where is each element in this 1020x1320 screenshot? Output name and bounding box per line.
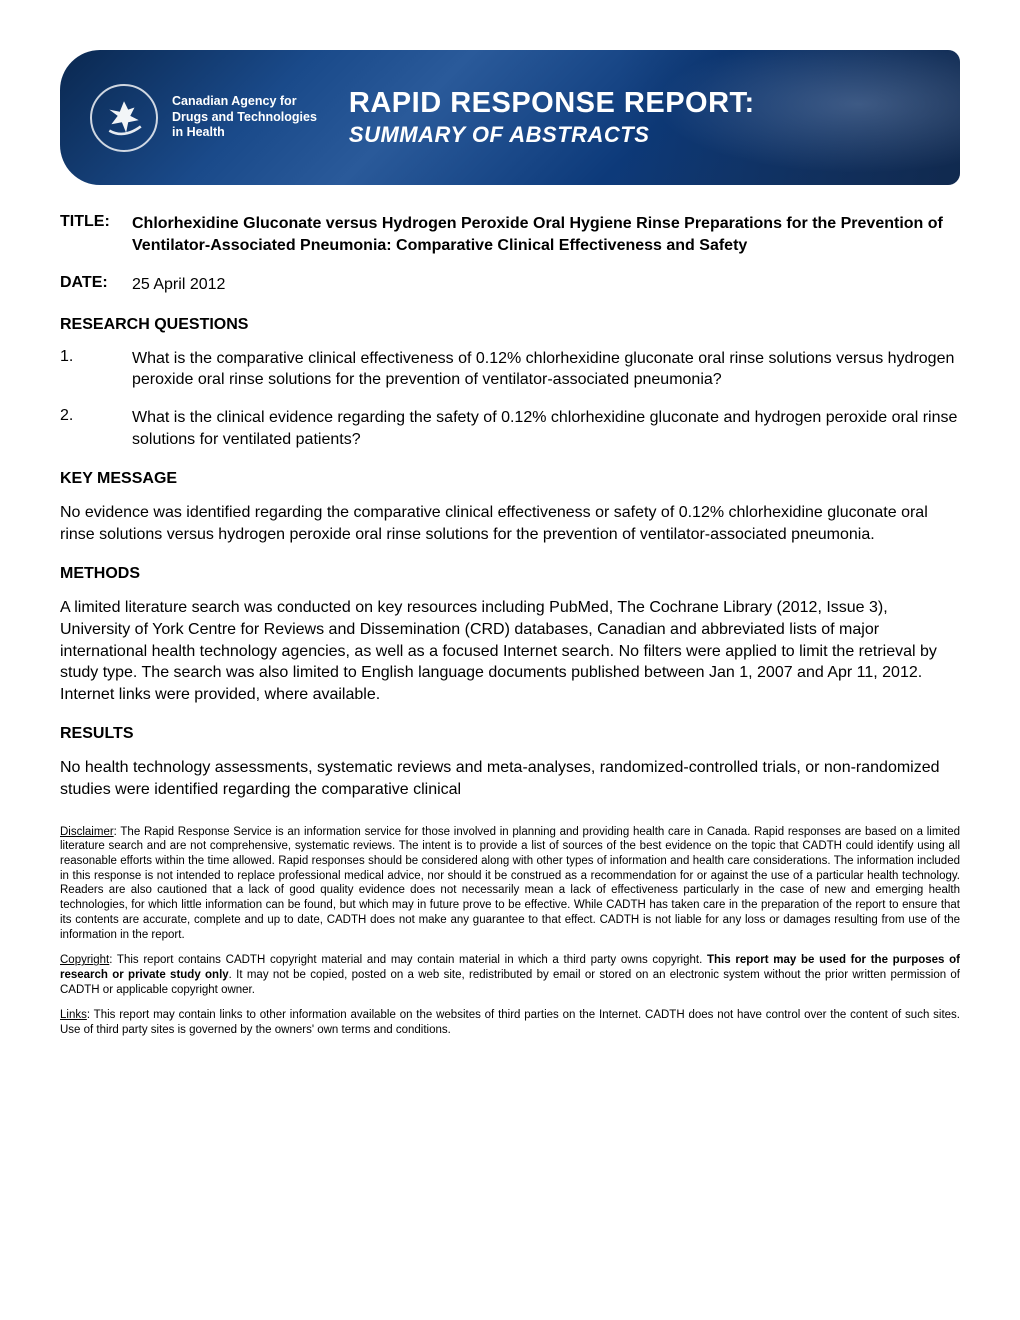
agency-name: Canadian Agency for Drugs and Technologi… xyxy=(172,94,317,141)
links-label: Links xyxy=(60,1009,87,1021)
methods-text: A limited literature search was conducte… xyxy=(60,597,960,705)
question-number: 1. xyxy=(60,348,132,391)
footer-block: Disclaimer: The Rapid Response Service i… xyxy=(60,825,960,1038)
disclaimer-label: Disclaimer xyxy=(60,826,114,838)
results-text: No health technology assessments, system… xyxy=(60,757,960,800)
agency-logo-block: Canadian Agency for Drugs and Technologi… xyxy=(90,84,317,152)
date-label: DATE: xyxy=(60,274,132,296)
research-question-2: 2. What is the clinical evidence regardi… xyxy=(60,407,960,450)
question-number: 2. xyxy=(60,407,132,450)
disclaimer-text: : The Rapid Response Service is an infor… xyxy=(60,826,960,941)
key-message-text: No evidence was identified regarding the… xyxy=(60,502,960,545)
title-label: TITLE: xyxy=(60,213,132,256)
research-question-1: 1. What is the comparative clinical effe… xyxy=(60,348,960,391)
agency-line-3: in Health xyxy=(172,125,317,141)
title-text: Chlorhexidine Gluconate versus Hydrogen … xyxy=(132,213,960,256)
research-questions-heading: RESEARCH QUESTIONS xyxy=(60,316,960,334)
disclaimer-paragraph: Disclaimer: The Rapid Response Service i… xyxy=(60,825,960,943)
agency-line-2: Drugs and Technologies xyxy=(172,110,317,126)
copyright-paragraph: Copyright: This report contains CADTH co… xyxy=(60,953,960,997)
links-text: : This report may contain links to other… xyxy=(60,1009,960,1036)
copyright-text-1: : This report contains CADTH copyright m… xyxy=(109,954,707,966)
report-type-line-2: SUMMARY OF ABSTRACTS xyxy=(349,122,755,148)
key-message-heading: KEY MESSAGE xyxy=(60,470,960,488)
banner-title: RAPID RESPONSE REPORT: SUMMARY OF ABSTRA… xyxy=(349,87,755,148)
question-text: What is the clinical evidence regarding … xyxy=(132,407,960,450)
leaf-swoosh-icon xyxy=(103,97,145,139)
report-banner: Canadian Agency for Drugs and Technologi… xyxy=(60,50,960,185)
question-text: What is the comparative clinical effecti… xyxy=(132,348,960,391)
copyright-label: Copyright xyxy=(60,954,109,966)
date-section: DATE: 25 April 2012 xyxy=(60,274,960,296)
agency-line-1: Canadian Agency for xyxy=(172,94,317,110)
title-section: TITLE: Chlorhexidine Gluconate versus Hy… xyxy=(60,213,960,256)
report-type-line-1: RAPID RESPONSE REPORT: xyxy=(349,87,755,120)
date-text: 25 April 2012 xyxy=(132,274,225,296)
links-paragraph: Links: This report may contain links to … xyxy=(60,1008,960,1037)
agency-logo-icon xyxy=(90,84,158,152)
methods-heading: METHODS xyxy=(60,565,960,583)
results-heading: RESULTS xyxy=(60,725,960,743)
